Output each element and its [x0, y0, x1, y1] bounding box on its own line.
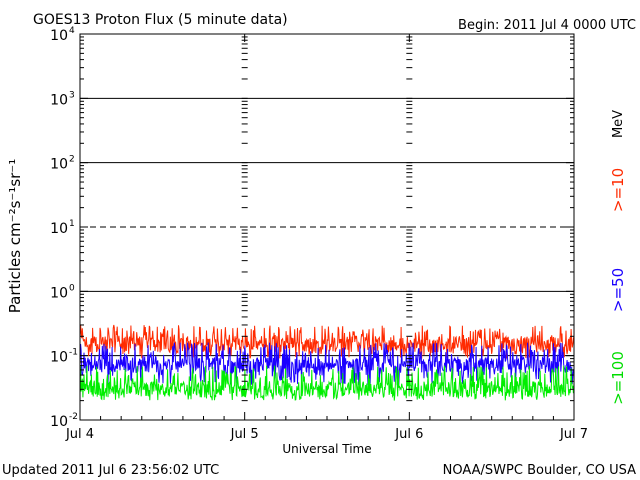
chart-title: GOES13 Proton Flux (5 minute data) — [33, 12, 288, 28]
legend-ge10: >=10 — [609, 168, 627, 212]
legend-unit-text: MeV — [611, 110, 626, 138]
y-tick-label: 10 — [50, 221, 68, 237]
x-axis-label: Universal Time — [282, 442, 371, 456]
y-tick-exponent: 3 — [69, 90, 75, 100]
begin-time: Begin: 2011 Jul 4 0000 UTC — [458, 18, 636, 33]
updated-timestamp: Updated 2011 Jul 6 23:56:02 UTC — [2, 463, 219, 478]
y-tick-label: 10 — [50, 414, 68, 430]
y-tick-exponent: 1 — [69, 219, 75, 229]
series-line-ge50 — [79, 342, 575, 385]
legend-unit: MeV — [611, 110, 626, 138]
grid-layer — [80, 97, 574, 357]
y-tick-label: 10 — [50, 28, 68, 44]
y-tick-exponent: -2 — [69, 412, 78, 422]
y-tick-label: 10 — [50, 350, 68, 366]
x-tick-label: Jul 6 — [394, 427, 423, 442]
x-tick-label: Jul 7 — [559, 427, 588, 442]
noaa-credit: NOAA/SWPC Boulder, CO USA — [443, 463, 636, 478]
x-tick-label: Jul 4 — [65, 427, 94, 442]
x-tick-label: Jul 5 — [230, 427, 259, 442]
plot-frame — [79, 33, 575, 421]
y-tick-exponent: 4 — [69, 26, 75, 36]
y-tick-label: 10 — [50, 157, 68, 173]
legend-ge100: >=100 — [609, 351, 627, 405]
y-axis-label-text: Particles cm⁻²s⁻¹sr⁻¹ — [6, 159, 24, 313]
series-line-ge100 — [79, 365, 575, 401]
legend-ge50-text: >=50 — [609, 268, 627, 312]
series-layer — [79, 324, 575, 401]
y-tick-exponent: 0 — [69, 283, 75, 293]
series-line-ge10 — [79, 324, 575, 359]
y-tick-label: 10 — [50, 92, 68, 108]
y-tick-exponent: 2 — [69, 155, 75, 165]
legend-ge50: >=50 — [609, 268, 627, 312]
legend-ge10-text: >=10 — [609, 168, 627, 212]
y-axis-label: Particles cm⁻²s⁻¹sr⁻¹ — [6, 159, 24, 313]
y-tick-label: 10 — [50, 285, 68, 301]
legend-ge100-text: >=100 — [609, 351, 627, 405]
y-tick-exponent: -1 — [69, 348, 78, 358]
